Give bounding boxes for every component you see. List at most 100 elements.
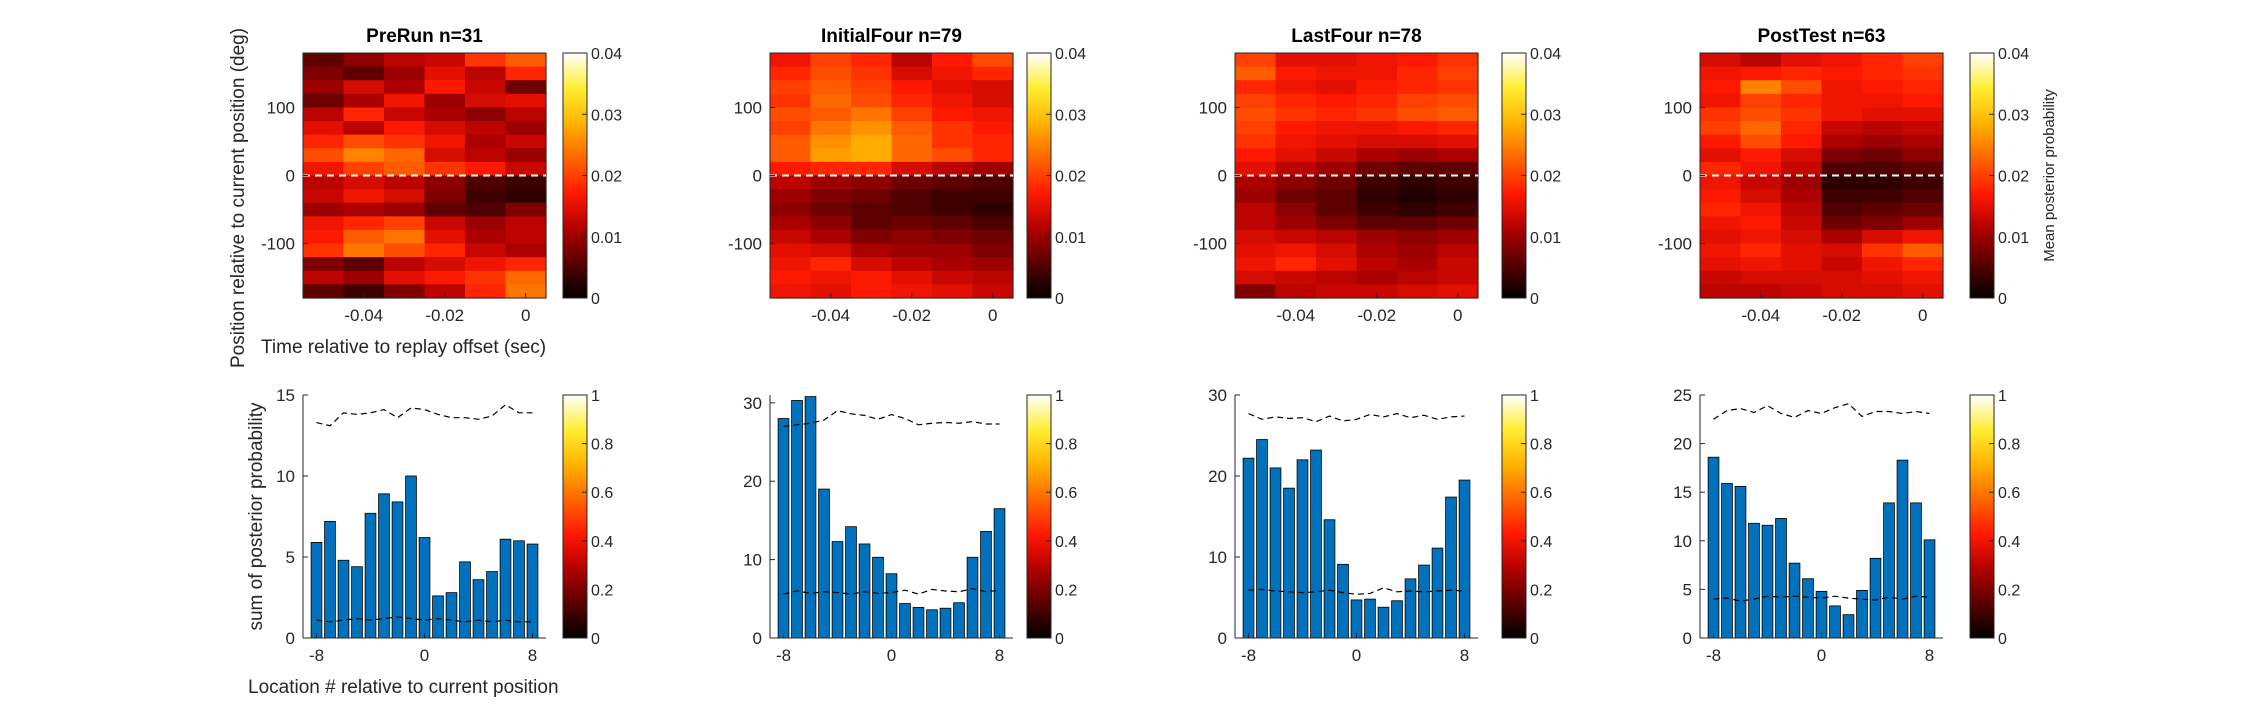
colorbar-tick-label: 0.01 (1530, 230, 1561, 247)
colorbar-tick-label: 1 (1530, 388, 1539, 405)
heatmap-cell (343, 66, 385, 81)
heatmap-cell (303, 66, 345, 81)
bar (1923, 539, 1936, 639)
y-axis-label: sum of posterior probability (246, 402, 267, 631)
heatmap-cell (851, 134, 893, 149)
heatmap-cell (1700, 161, 1742, 177)
heatmap-cell (891, 270, 933, 285)
heatmap-cell (303, 121, 345, 136)
heatmap-cell (424, 284, 466, 299)
heatmap-cell (1862, 93, 1904, 109)
x-tick-label: -0.02 (1822, 306, 1861, 325)
heatmap-cell (1781, 134, 1823, 149)
heatmap-cell (1821, 175, 1863, 190)
colorbar-tick-label: 0 (591, 631, 600, 648)
y-tick-label: 30 (1208, 386, 1227, 405)
heatmap-cell (1316, 216, 1358, 231)
bar (791, 400, 803, 639)
chart-title: LastFour n=78 (1291, 26, 1421, 47)
heatmap-cell (972, 284, 1014, 299)
heatmap-cell (810, 66, 852, 81)
heatmap-cell (465, 284, 507, 299)
heatmap-cell (424, 270, 466, 285)
heatmap-cell (505, 243, 547, 258)
bar (1391, 600, 1403, 639)
heatmap-cell (1397, 189, 1439, 204)
y-tick-label: 0 (753, 167, 762, 186)
heatmap-cell (1902, 134, 1944, 149)
heatmap-cell (1275, 189, 1317, 204)
heatmap-cell (972, 66, 1014, 81)
bar (1788, 562, 1801, 639)
heatmap-cell (1397, 175, 1439, 190)
heatmap-cell (972, 243, 1014, 258)
heatmap-cell (1356, 93, 1398, 109)
heatmap-cell (343, 216, 385, 231)
bar (845, 526, 857, 639)
bar (1775, 518, 1787, 639)
heatmap-cell (1235, 134, 1277, 149)
x-tick-label: -8 (1706, 646, 1721, 665)
bar (1296, 459, 1309, 639)
heatmap-cell (1356, 66, 1398, 81)
heatmap-cell (1821, 134, 1863, 149)
colorbar-tick-label: 0.2 (1055, 582, 1077, 599)
heatmap-cell (1781, 202, 1823, 217)
heatmap-cell (424, 66, 466, 81)
heatmap-cell (1902, 202, 1944, 217)
heatmap-cell (1700, 121, 1742, 136)
heatmap-cell (972, 80, 1014, 95)
heatmap-cell (505, 161, 547, 177)
bar (1458, 479, 1471, 639)
heatmap-cell (770, 216, 812, 231)
heatmap-cell (972, 161, 1014, 177)
heatmap-cell (465, 148, 507, 163)
x-axis-label: Time relative to replay offset (sec) (261, 337, 546, 358)
heatmap-cell (505, 216, 547, 231)
y-tick-label: 10 (1673, 532, 1692, 551)
x-tick-label: 0 (1817, 646, 1826, 665)
bar (1748, 522, 1760, 639)
heatmap-cell (1275, 216, 1317, 231)
heatmap-cell (303, 243, 345, 258)
bar (885, 573, 898, 639)
heatmap-cell (851, 216, 893, 231)
heatmap-cell (851, 202, 893, 217)
heatmap-cell (1740, 93, 1782, 109)
heatmap-cell (465, 243, 507, 258)
heatmap-cell (851, 66, 893, 81)
heatmap-cell (1316, 257, 1358, 272)
heatmap-cell (1781, 148, 1823, 163)
heatmap-cell (1781, 229, 1823, 245)
bar (804, 396, 817, 639)
colorbar-tick-label: 0.03 (1998, 107, 2029, 124)
heatmap-cell (505, 189, 547, 204)
heatmap-cell (343, 93, 385, 109)
y-tick-label: 10 (276, 467, 295, 486)
y-tick-label: 0 (1683, 629, 1692, 648)
heatmap-cell (1821, 270, 1863, 285)
heatmap-cell (343, 243, 385, 258)
bar (1364, 598, 1376, 639)
y-tick-label: 5 (286, 548, 295, 567)
heatmap-cell (465, 161, 507, 177)
heatmap-cell (1397, 216, 1439, 231)
heatmap-cell (1740, 175, 1782, 190)
y-tick-label: 15 (276, 386, 295, 405)
colorbar-tick-label: 0.04 (591, 46, 622, 63)
heatmap-cell (1700, 284, 1742, 299)
heatmap-cell (1862, 243, 1904, 258)
upper-dashed-line (316, 403, 533, 427)
heatmap-cell (1740, 284, 1782, 299)
chart-title: PreRun n=31 (366, 26, 483, 47)
heatmap-cell (1275, 66, 1317, 81)
heatmap-cell (1316, 107, 1358, 122)
heatmap-cell (1700, 53, 1742, 68)
colorbar (562, 394, 588, 639)
heatmap-cell (851, 270, 893, 285)
x-tick-label: 0 (887, 646, 896, 665)
heatmap-cell (505, 175, 547, 190)
colorbar-tick-label: 0.02 (1998, 169, 2029, 186)
heatmap-cell (1275, 148, 1317, 163)
bar (486, 571, 498, 639)
